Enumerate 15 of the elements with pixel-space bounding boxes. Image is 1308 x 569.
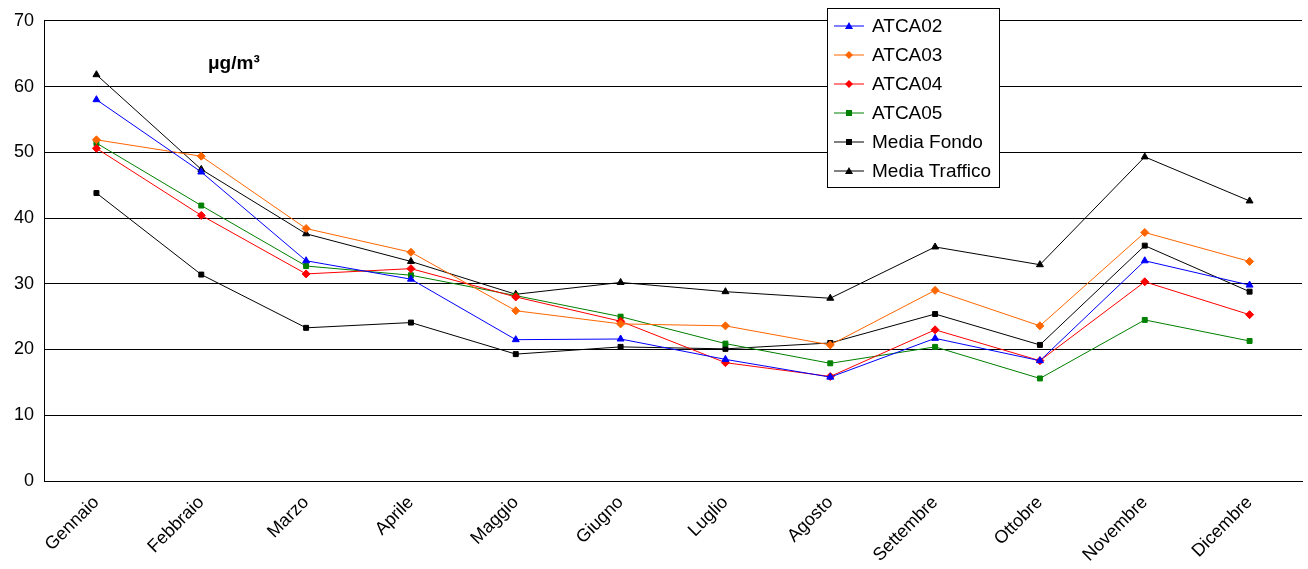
legend-label: Media Fondo: [872, 130, 983, 153]
y-axis-title: μg/m³: [208, 52, 260, 74]
y-tick-label: 50: [13, 141, 35, 162]
y-tick-label: 70: [13, 9, 35, 30]
y-tick-label: 60: [13, 75, 35, 96]
y-tick-label: 10: [13, 404, 35, 425]
legend-label: ATCA03: [872, 43, 943, 66]
legend-label: ATCA02: [872, 14, 943, 37]
y-tick-label: 0: [24, 469, 35, 490]
y-tick-label: 40: [13, 207, 35, 227]
legend-label: ATCA05: [872, 101, 943, 124]
legend-label: Media Traffico: [872, 159, 991, 182]
legend-label: ATCA04: [872, 72, 943, 95]
y-tick-label: 30: [13, 272, 35, 293]
y-tick-label: 20: [13, 338, 35, 359]
